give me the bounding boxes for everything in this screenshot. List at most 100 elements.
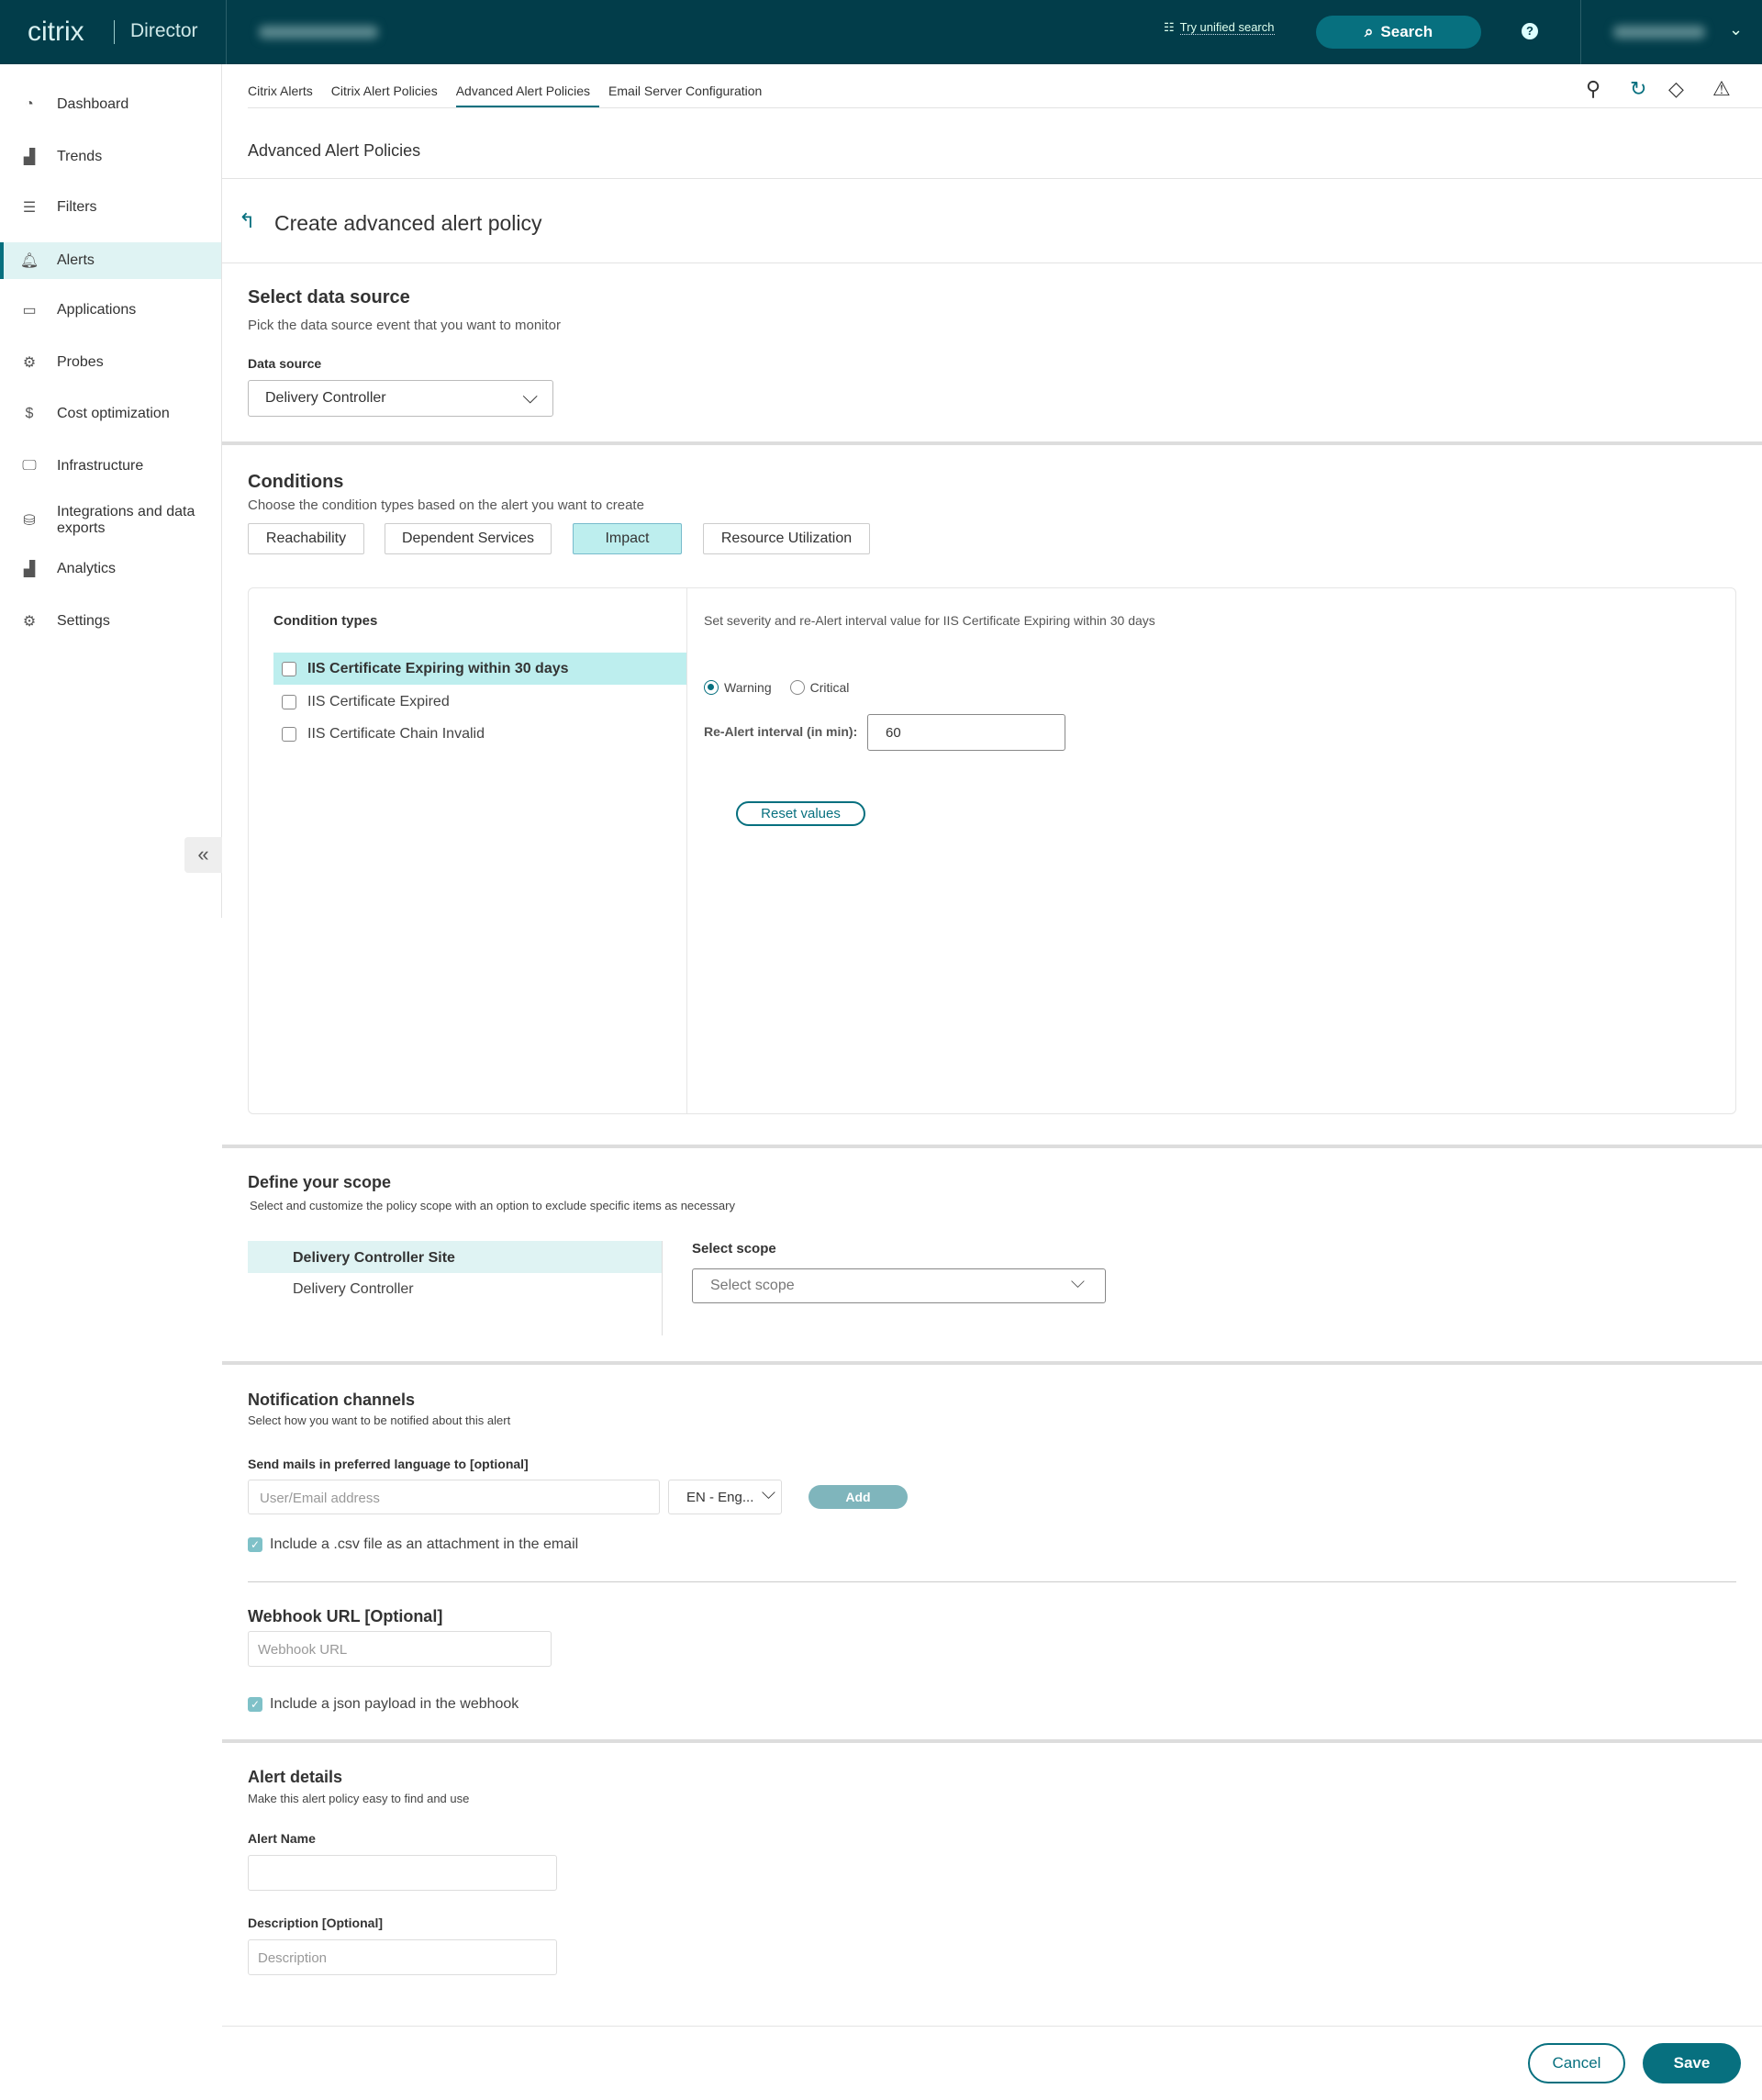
scope-item-site[interactable]: Delivery Controller Site [248, 1241, 662, 1273]
warning-icon[interactable]: ⚠ [1712, 77, 1731, 100]
condition-types-label: Condition types [273, 613, 378, 629]
sidebar-item-label: Trends [57, 149, 103, 164]
sidebar-item-label: Analytics [57, 561, 117, 576]
sidebar-item-label: Probes [57, 354, 104, 370]
add-button[interactable]: Add [809, 1485, 908, 1509]
notification-title: Notification channels [248, 1391, 416, 1409]
section-divider [222, 1145, 1762, 1148]
refresh-icon[interactable]: ↻ [1630, 77, 1647, 100]
sidebar-item-applications[interactable]: ▭ Applications [0, 292, 221, 329]
infrastructure-icon: 🖵 [22, 458, 37, 474]
sidebar-item-dashboard[interactable]: ◔ Dashboard [0, 86, 221, 123]
tab-email-server-configuration[interactable]: Email Server Configuration [608, 84, 763, 98]
details-subtitle: Make this alert policy easy to find and … [248, 1792, 470, 1805]
alert-name-input[interactable] [248, 1855, 557, 1891]
collapse-sidebar-button[interactable]: « [184, 837, 222, 873]
checkbox[interactable] [282, 694, 296, 709]
condition-tab-reachability[interactable]: Reachability [248, 523, 364, 554]
sidebar-item-label: Integrations and data exports [57, 504, 195, 536]
search-button[interactable]: ⌕ Search [1316, 16, 1481, 49]
checkbox[interactable] [282, 726, 296, 742]
divider [226, 0, 227, 64]
applications-icon: ▭ [22, 303, 37, 318]
sidebar-item-infrastructure[interactable]: 🖵 Infrastructure [0, 448, 221, 485]
section-divider [222, 1739, 1762, 1743]
sidebar-item-filters[interactable]: ☰ Filters [0, 189, 221, 226]
sidebar-item-alerts[interactable]: 🔔︎ Alerts [0, 242, 221, 279]
description-input[interactable]: Description [248, 1939, 557, 1975]
condition-type-item[interactable]: IIS Certificate Chain Invalid [273, 718, 686, 750]
cost-icon: $ [25, 406, 34, 421]
filters-icon: ☰ [22, 200, 37, 216]
csv-checkbox[interactable]: ✓ [248, 1537, 262, 1552]
unified-search-icon: ☷ [1164, 20, 1175, 34]
chevron-down-icon[interactable]: ⌄ [1729, 20, 1744, 39]
sidebar-item-settings[interactable]: ⚙ Settings [0, 603, 221, 640]
webhook-input[interactable]: Webhook URL [248, 1631, 552, 1667]
webhook-title: Webhook URL [Optional] [248, 1607, 443, 1625]
checkbox[interactable] [282, 661, 296, 676]
condition-tab-resource-utilization[interactable]: Resource Utilization [703, 523, 870, 554]
scope-title: Define your scope [248, 1173, 392, 1191]
radio-warning[interactable] [704, 680, 719, 695]
condition-tab-impact[interactable]: Impact [573, 523, 682, 554]
select-scope-dropdown[interactable]: Select scope ⌵ [692, 1268, 1106, 1303]
radio-label: Critical [809, 680, 850, 695]
cancel-button[interactable]: Cancel [1528, 2043, 1625, 2083]
condition-tab-dependent-services[interactable]: Dependent Services [385, 523, 552, 554]
trends-icon: ▟ [23, 150, 36, 165]
sidebar-item-trends[interactable]: ▟ Trends [0, 139, 221, 175]
radio-critical[interactable] [789, 680, 805, 695]
language-value: EN - Eng... [686, 1490, 754, 1505]
alert-name-label: Alert Name [248, 1831, 316, 1846]
section-title: Advanced Alert Policies [248, 141, 421, 160]
back-arrow-icon[interactable]: ↰ [239, 209, 256, 232]
divider [222, 2026, 1762, 2027]
sidebar-item-cost-optimization[interactable]: $ Cost optimization [0, 396, 221, 432]
datasource-title: Select data source [248, 287, 410, 307]
condition-type-label: IIS Certificate Expired [307, 693, 450, 709]
json-checkbox[interactable]: ✓ [248, 1697, 262, 1712]
diamond-alert-icon[interactable]: ◇ [1668, 77, 1684, 100]
tab-citrix-alerts[interactable]: Citrix Alerts [248, 84, 313, 98]
sidebar-item-probes[interactable]: ⚙ Probes [0, 344, 221, 381]
user-name-blurred[interactable] [1613, 26, 1705, 39]
citrix-logo: citrix [28, 17, 84, 47]
language-dropdown[interactable]: EN - Eng... ⌵ [668, 1480, 782, 1514]
logo-divider [114, 20, 115, 44]
datasource-subtitle: Pick the data source event that you want… [248, 318, 562, 333]
interval-label: Re-Alert interval (in min): [704, 724, 858, 739]
sidebar-item-integrations-and-data-exports[interactable]: ⛁ Integrations and data exports [0, 498, 221, 542]
interval-input[interactable]: 60 [867, 714, 1065, 751]
sidebar-item-label: Infrastructure [57, 458, 144, 474]
chevron-down-icon: ⌵ [761, 1483, 775, 1503]
sidebar-item-label: Applications [57, 302, 137, 318]
condition-type-item[interactable]: IIS Certificate Expiring within 30 days [273, 653, 686, 685]
details-title: Alert details [248, 1768, 343, 1786]
top-bar: citrix Director ☷ Try unified search ⌕ Sea… [0, 0, 1762, 64]
user-session-icon[interactable]: ⚲ [1586, 77, 1601, 100]
section-divider [222, 1361, 1762, 1365]
condition-type-item[interactable]: IIS Certificate Expired [273, 686, 686, 718]
datasource-dropdown[interactable]: Delivery Controller ⌵ [248, 380, 553, 417]
email-input[interactable]: User/Email address [248, 1480, 660, 1514]
notification-subtitle: Select how you want to be notified about… [248, 1413, 511, 1427]
save-button[interactable]: Save [1643, 2043, 1741, 2083]
sidebar: ◔ Dashboard ▟ Trends ☰ Filters 🔔︎ Alerts ▭ Applic… [0, 64, 222, 918]
scope-item-controller[interactable]: Delivery Controller [293, 1281, 414, 1297]
interval-value: 60 [886, 725, 901, 741]
tab-advanced-alert-policies[interactable]: Advanced Alert Policies [455, 81, 600, 108]
site-name-blurred [259, 26, 378, 39]
bell-icon: 🔔︎ [19, 253, 39, 269]
reset-values-button[interactable]: Reset values [736, 801, 865, 826]
analytics-icon: ▟ [23, 562, 36, 577]
unified-search-link[interactable]: ☷ Try unified search [1164, 20, 1275, 35]
tab-citrix-alert-policies[interactable]: Citrix Alert Policies [330, 84, 438, 98]
page-title: Create advanced alert policy [274, 211, 542, 235]
sidebar-item-label: Dashboard [57, 96, 129, 112]
description-placeholder: Description [258, 1950, 328, 1966]
sidebar-item-analytics[interactable]: ▟ Analytics [0, 551, 221, 587]
divider [222, 262, 1762, 263]
select-scope-label: Select scope [692, 1241, 776, 1257]
help-icon[interactable]: ? [1522, 23, 1538, 39]
